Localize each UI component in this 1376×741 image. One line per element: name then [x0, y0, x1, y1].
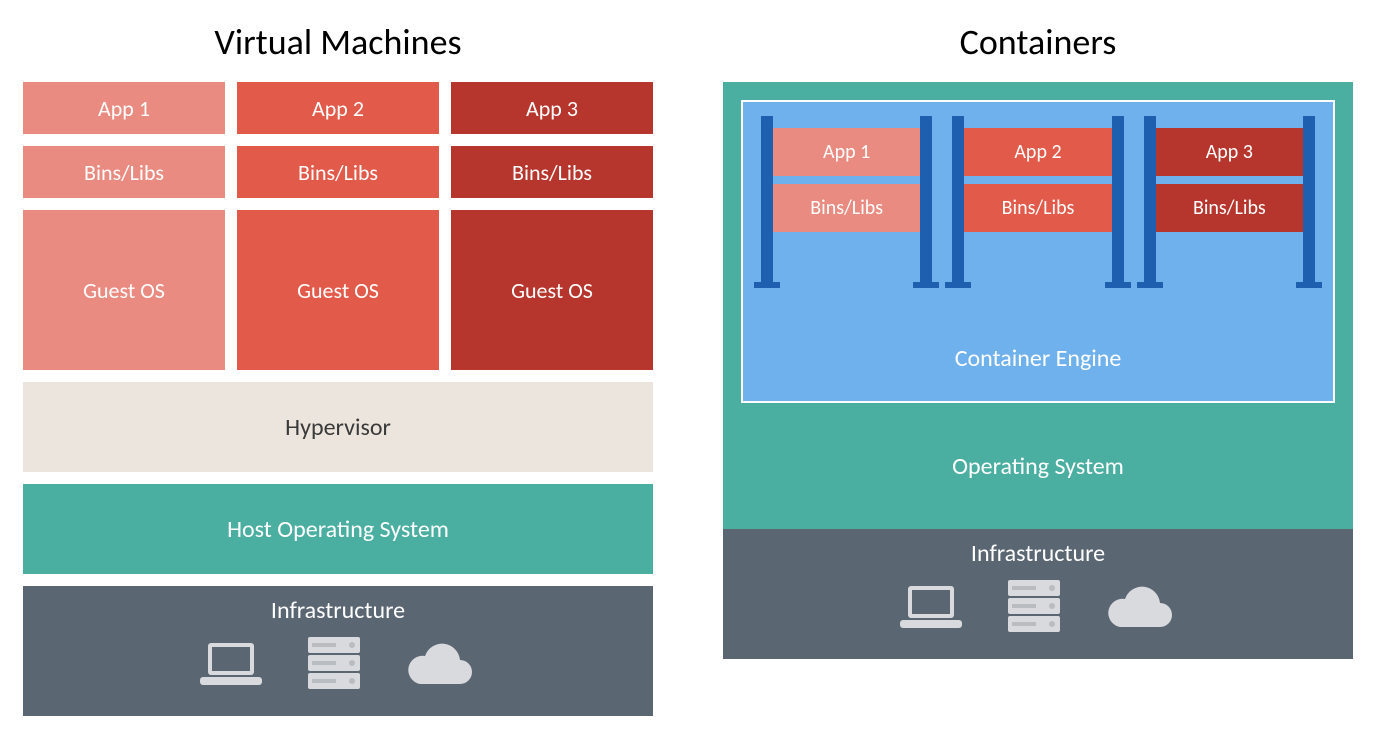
vm-libs-2: Bins/Libs — [237, 146, 439, 198]
containers-stack: App 1 Bins/Libs App 2 Bins/Libs — [723, 82, 1353, 659]
rack-post — [1112, 116, 1124, 288]
vm-infra-icons — [198, 635, 478, 693]
container-rack-2: App 2 Bins/Libs — [952, 120, 1123, 284]
containers-title: Containers — [723, 20, 1353, 64]
ct-libs-1: Bins/Libs — [773, 184, 920, 232]
rack-post — [952, 116, 964, 288]
vm-app-1: App 1 — [23, 82, 225, 134]
rack-post — [761, 116, 773, 288]
container-racks: App 1 Bins/Libs App 2 Bins/Libs — [761, 120, 1315, 284]
laptop-icon — [898, 582, 964, 632]
ct-libs-2: Bins/Libs — [964, 184, 1111, 232]
container-rack-1: App 1 Bins/Libs — [761, 120, 932, 284]
ct-infra-icons — [898, 578, 1178, 636]
vm-app-2: App 2 — [237, 82, 439, 134]
vm-infra-label: Infrastructure — [271, 596, 405, 625]
vm-panel: Virtual Machines App 1 App 2 App 3 Bins/… — [23, 20, 653, 716]
ct-libs-3: Bins/Libs — [1156, 184, 1303, 232]
rack-foot — [913, 282, 939, 288]
cloud-icon — [404, 640, 478, 688]
rack-foot — [945, 282, 971, 288]
ct-app-1: App 1 — [773, 128, 920, 176]
rack-foot — [1137, 282, 1163, 288]
rack-foot — [754, 282, 780, 288]
server-icon — [1004, 578, 1064, 636]
vm-infrastructure: Infrastructure — [23, 586, 653, 716]
containers-os: Operating System — [741, 421, 1335, 511]
rack-shelves: App 2 Bins/Libs — [964, 128, 1111, 232]
vm-libs-3: Bins/Libs — [451, 146, 653, 198]
container-rack-3: App 3 Bins/Libs — [1144, 120, 1315, 284]
ct-app-3: App 3 — [1156, 128, 1303, 176]
cloud-icon — [1104, 583, 1178, 631]
vm-hypervisor: Hypervisor — [23, 382, 653, 472]
ct-infra-label: Infrastructure — [971, 539, 1105, 568]
rack-post — [1303, 116, 1315, 288]
vm-guest-row: Guest OS Guest OS Guest OS — [23, 210, 653, 370]
vm-stack: App 1 App 2 App 3 Bins/Libs Bins/Libs Bi… — [23, 82, 653, 716]
vm-guest-2: Guest OS — [237, 210, 439, 370]
vm-libs-1: Bins/Libs — [23, 146, 225, 198]
rack-post — [1144, 116, 1156, 288]
container-engine-label: Container Engine — [761, 344, 1315, 373]
containers-infrastructure: Infrastructure — [723, 529, 1353, 659]
vm-host-os: Host Operating System — [23, 484, 653, 574]
diagram-canvas: Virtual Machines App 1 App 2 App 3 Bins/… — [0, 20, 1376, 716]
vm-app-3: App 3 — [451, 82, 653, 134]
rack-foot — [1296, 282, 1322, 288]
containers-top-wrap: App 1 Bins/Libs App 2 Bins/Libs — [723, 82, 1353, 529]
rack-shelves: App 3 Bins/Libs — [1156, 128, 1303, 232]
containers-panel: Containers App 1 Bins/Libs — [723, 20, 1353, 716]
vm-title: Virtual Machines — [23, 20, 653, 64]
laptop-icon — [198, 639, 264, 689]
vm-libs-row: Bins/Libs Bins/Libs Bins/Libs — [23, 146, 653, 198]
vm-guest-1: Guest OS — [23, 210, 225, 370]
server-icon — [304, 635, 364, 693]
vm-app-row: App 1 App 2 App 3 — [23, 82, 653, 134]
rack-post — [920, 116, 932, 288]
container-engine: App 1 Bins/Libs App 2 Bins/Libs — [741, 100, 1335, 403]
rack-shelves: App 1 Bins/Libs — [773, 128, 920, 232]
ct-app-2: App 2 — [964, 128, 1111, 176]
rack-foot — [1105, 282, 1131, 288]
vm-guest-3: Guest OS — [451, 210, 653, 370]
